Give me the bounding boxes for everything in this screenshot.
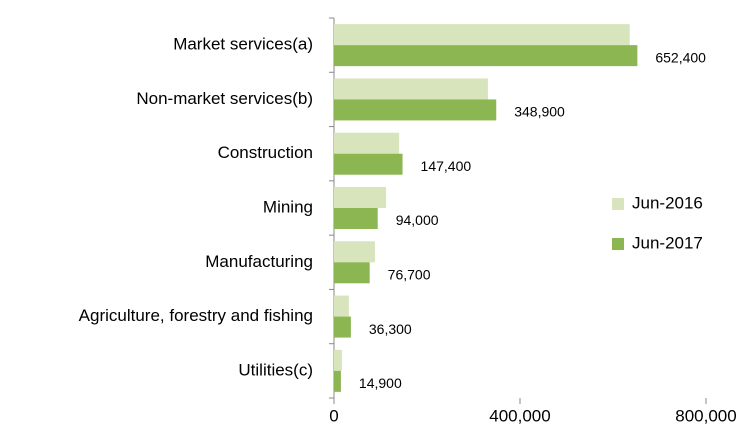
bar — [334, 45, 638, 67]
value-label: 147,400 — [421, 158, 472, 174]
legend-swatch — [612, 238, 624, 250]
legend-swatch — [612, 198, 624, 210]
bar — [334, 349, 342, 371]
x-tick-label: 0 — [329, 406, 338, 425]
bar — [334, 241, 375, 263]
value-label: 348,900 — [514, 104, 565, 120]
value-label: 652,400 — [655, 49, 706, 65]
bar — [334, 24, 630, 46]
value-label: 76,700 — [388, 266, 431, 282]
category-label: Non-market services(b) — [136, 89, 313, 108]
bar — [334, 370, 341, 392]
value-label: 36,300 — [369, 321, 412, 337]
value-label: 14,900 — [359, 375, 402, 391]
x-tick-label: 800,000 — [675, 406, 736, 425]
legend-label: Jun-2016 — [632, 193, 703, 212]
category-label: Construction — [218, 143, 313, 162]
bar — [334, 99, 497, 121]
bar — [334, 187, 387, 208]
category-label: Agriculture, forestry and fishing — [79, 306, 313, 325]
bar — [334, 295, 349, 317]
category-label: Manufacturing — [205, 252, 313, 271]
value-label: 94,000 — [396, 212, 439, 228]
bar — [334, 132, 400, 154]
bar — [334, 78, 488, 100]
x-tick-label: 400,000 — [489, 406, 550, 425]
category-label: Mining — [263, 197, 313, 216]
bar — [334, 153, 403, 175]
bar — [334, 262, 370, 284]
category-label: Market services(a) — [173, 35, 313, 54]
legend-label: Jun-2017 — [632, 233, 703, 252]
bar — [334, 208, 378, 229]
category-label: Utilities(c) — [238, 360, 313, 379]
bar — [334, 316, 351, 338]
